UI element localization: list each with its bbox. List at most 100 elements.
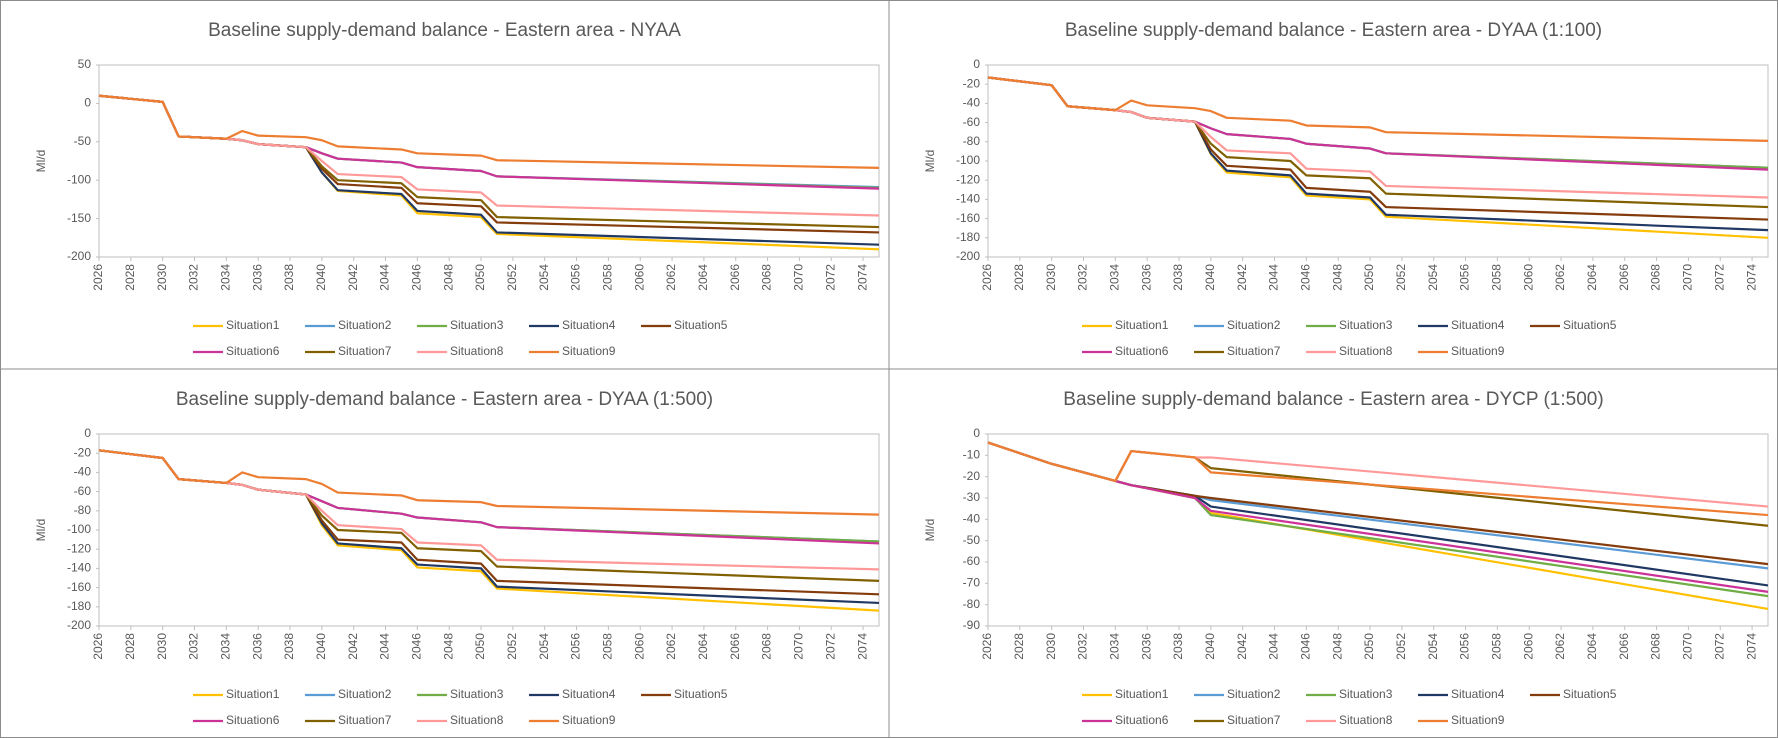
- y-tick-label: -90: [963, 618, 981, 632]
- y-tick-label: -40: [963, 96, 981, 110]
- legend-label: Situation4: [1451, 687, 1505, 701]
- y-tick-label: -140: [956, 192, 980, 206]
- y-tick-label: -200: [67, 249, 91, 263]
- y-tick-label: 0: [973, 57, 980, 71]
- x-tick-label: 2032: [187, 633, 201, 660]
- x-tick-label: 2026: [980, 633, 994, 660]
- x-tick-label: 2056: [569, 264, 583, 291]
- y-tick-label: -70: [963, 576, 981, 590]
- x-tick-label: 2040: [1203, 264, 1217, 291]
- x-tick-label: 2036: [1139, 264, 1153, 291]
- y-tick-label: -20: [74, 445, 92, 459]
- y-tick-label: -100: [956, 153, 980, 167]
- legend-label: Situation2: [338, 687, 392, 701]
- y-tick-label: 50: [78, 57, 92, 71]
- x-tick-label: 2038: [282, 264, 296, 291]
- x-tick-label: 2048: [441, 264, 455, 291]
- legend-label: Situation4: [562, 687, 616, 701]
- y-tick-label: -60: [963, 554, 981, 568]
- x-tick-label: 2046: [1299, 633, 1313, 660]
- x-tick-label: 2050: [1362, 264, 1376, 291]
- series-line: [98, 449, 880, 545]
- chart-title: Baseline supply-demand balance - Eastern…: [1065, 20, 1602, 41]
- y-tick-label: -80: [963, 597, 981, 611]
- y-tick-label: -60: [963, 115, 981, 129]
- x-tick-label: 2048: [1330, 633, 1344, 660]
- x-tick-label: 2028: [123, 633, 137, 660]
- legend-label: Situation1: [226, 687, 280, 701]
- legend-label: Situation6: [1115, 713, 1169, 727]
- x-tick-label: 2072: [1712, 633, 1726, 660]
- x-tick-label: 2032: [187, 264, 201, 291]
- legend-label: Situation4: [1451, 318, 1505, 332]
- series-line: [987, 441, 1769, 508]
- x-tick-label: 2064: [696, 633, 710, 660]
- x-tick-label: 2036: [250, 264, 264, 291]
- x-tick-label: 2034: [219, 264, 233, 291]
- x-tick-label: 2054: [1426, 264, 1440, 291]
- x-tick-label: 2048: [1330, 264, 1344, 291]
- legend-label: Situation1: [1115, 687, 1169, 701]
- x-tick-label: 2042: [346, 264, 360, 291]
- series-line: [98, 94, 880, 170]
- x-tick-label: 2034: [219, 633, 233, 660]
- series-line: [98, 449, 880, 543]
- chart: Baseline supply-demand balance - Eastern…: [34, 20, 880, 358]
- legend-label: Situation5: [674, 318, 728, 332]
- x-tick-label: 2064: [1585, 633, 1599, 660]
- x-tick-label: 2028: [123, 264, 137, 291]
- x-tick-label: 2034: [1108, 264, 1122, 291]
- x-tick-label: 2066: [1617, 633, 1631, 660]
- x-tick-label: 2054: [537, 633, 551, 660]
- x-tick-label: 2062: [664, 633, 678, 660]
- series-line: [987, 441, 1769, 611]
- legend-label: Situation9: [562, 344, 616, 358]
- x-tick-label: 2068: [760, 633, 774, 660]
- series-line: [987, 76, 1769, 171]
- y-tick-label: -100: [67, 172, 91, 186]
- legend-label: Situation4: [562, 318, 616, 332]
- legend-label: Situation1: [1115, 318, 1169, 332]
- x-tick-label: 2072: [1712, 264, 1726, 291]
- x-tick-label: 2058: [1490, 264, 1504, 291]
- x-tick-label: 2036: [1139, 633, 1153, 660]
- x-tick-label: 2050: [473, 264, 487, 291]
- x-tick-label: 2036: [250, 633, 264, 660]
- series-line: [987, 441, 1769, 598]
- x-tick-label: 2052: [1394, 264, 1408, 291]
- legend-label: Situation5: [1563, 687, 1617, 701]
- x-tick-label: 2070: [1681, 264, 1695, 291]
- legend-label: Situation1: [226, 318, 280, 332]
- x-tick-label: 2038: [1171, 264, 1185, 291]
- x-tick-label: 2068: [1649, 264, 1663, 291]
- legend-label: Situation8: [450, 713, 504, 727]
- x-tick-label: 2052: [1394, 633, 1408, 660]
- x-tick-label: 2062: [1553, 633, 1567, 660]
- legend-label: Situation9: [562, 713, 616, 727]
- x-tick-label: 2038: [282, 633, 296, 660]
- x-tick-label: 2058: [601, 633, 615, 660]
- x-tick-label: 2074: [1744, 633, 1758, 660]
- series-line: [987, 441, 1769, 517]
- legend-label: Situation6: [1115, 344, 1169, 358]
- y-tick-label: 0: [973, 426, 980, 440]
- chart: Baseline supply-demand balance - Eastern…: [34, 389, 880, 727]
- chart: Baseline supply-demand balance - Eastern…: [923, 20, 1769, 358]
- y-tick-label: -50: [963, 533, 981, 547]
- x-tick-label: 2056: [1458, 633, 1472, 660]
- y-tick-label: -200: [67, 618, 91, 632]
- legend-label: Situation7: [338, 344, 392, 358]
- plot-area: [987, 64, 1769, 258]
- series-line: [987, 76, 1769, 142]
- x-tick-label: 2046: [410, 264, 424, 291]
- series-line: [987, 76, 1769, 209]
- x-tick-label: 2056: [569, 633, 583, 660]
- x-tick-label: 2072: [823, 633, 837, 660]
- legend-label: Situation8: [1339, 713, 1393, 727]
- x-tick-label: 2044: [1267, 633, 1281, 660]
- x-tick-label: 2068: [760, 264, 774, 291]
- y-tick-label: 0: [84, 426, 91, 440]
- y-tick-label: -140: [67, 561, 91, 575]
- x-tick-label: 2062: [1553, 264, 1567, 291]
- x-tick-label: 2030: [1044, 633, 1058, 660]
